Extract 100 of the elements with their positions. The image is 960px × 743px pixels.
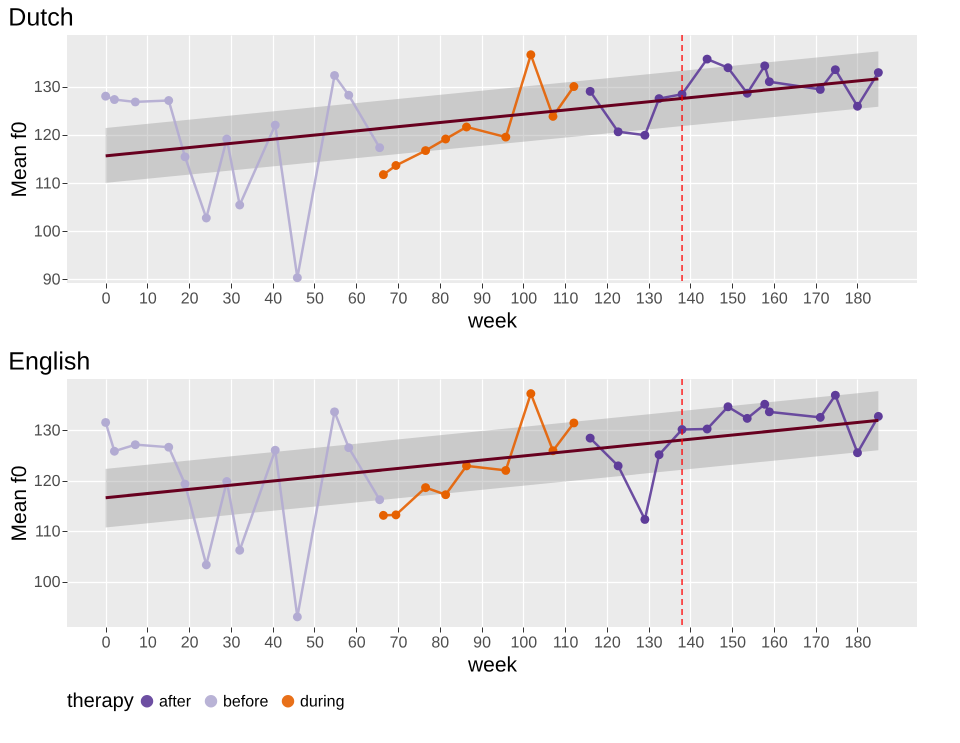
point (526, 389, 536, 398)
y-tick-label: 110 (34, 175, 61, 192)
point (654, 450, 664, 460)
x-axis-title: week (466, 310, 518, 332)
legend-title: therapy (67, 690, 134, 712)
x-tick-label: 80 (431, 290, 450, 308)
point (292, 612, 302, 622)
x-tick-label: 30 (222, 290, 240, 308)
x-tick-label: 140 (678, 290, 704, 308)
point (640, 514, 650, 524)
x-tick-label: 20 (180, 290, 199, 308)
point (202, 560, 211, 570)
x-tick-label: 110 (552, 290, 578, 308)
point (702, 424, 712, 434)
point (760, 400, 770, 409)
point (110, 446, 119, 456)
x-tick-label: 10 (139, 634, 157, 652)
x-tick-label: 150 (719, 290, 746, 308)
legend-label: before (223, 693, 268, 710)
point (235, 200, 244, 210)
x-tick-label: 60 (348, 290, 366, 308)
point (874, 68, 883, 78)
point (164, 96, 174, 105)
x-tick-label: 140 (678, 634, 704, 652)
point (421, 483, 430, 492)
x-tick-label: 110 (552, 634, 578, 652)
point (586, 434, 595, 443)
y-tick-label: 90 (42, 272, 61, 289)
x-tick-label: 50 (306, 290, 324, 308)
x-tick-label: 130 (636, 290, 663, 308)
point (569, 418, 578, 428)
point (202, 214, 211, 222)
point (764, 77, 774, 86)
x-tick-label: 10 (139, 290, 157, 308)
point (462, 122, 471, 132)
x-tick-label: 120 (594, 634, 621, 652)
y-tick-label: 100 (34, 223, 61, 240)
point (501, 132, 510, 142)
x-tick-label: 160 (761, 290, 788, 308)
point (292, 273, 302, 282)
point (421, 146, 430, 156)
x-tick-label: 0 (102, 290, 111, 308)
point (110, 95, 119, 104)
point (853, 102, 862, 111)
x-tick-label: 180 (844, 634, 872, 652)
point (764, 407, 774, 416)
point (391, 510, 400, 520)
point (344, 443, 354, 452)
point (548, 112, 558, 121)
point (130, 440, 140, 450)
point (378, 170, 388, 180)
point (130, 97, 140, 106)
point (586, 86, 595, 96)
x-tick-label: 100 (510, 634, 538, 652)
point (375, 495, 384, 504)
point (830, 390, 840, 400)
x-tick-label: 90 (473, 290, 492, 308)
x-tick-label: 30 (222, 634, 240, 652)
point (874, 412, 883, 421)
x-tick-label: 120 (594, 290, 621, 308)
point (344, 90, 354, 100)
y-tick-label: 130 (34, 422, 61, 440)
point (180, 480, 190, 489)
y-axis-title: Mean f0 (8, 122, 31, 198)
legend-label: after (159, 693, 192, 710)
y-tick-label: 110 (34, 524, 61, 541)
chart-title: English (8, 347, 90, 376)
point (724, 402, 732, 412)
x-tick-label: 40 (264, 634, 282, 652)
legend-label: during (300, 693, 344, 710)
point (742, 414, 752, 423)
point (330, 70, 340, 80)
chart-title: Dutch (8, 3, 74, 32)
x-tick-label: 90 (473, 634, 492, 652)
point (391, 161, 400, 170)
point (724, 63, 732, 72)
point (270, 120, 280, 130)
point (830, 65, 840, 74)
point (526, 50, 536, 60)
point (501, 466, 510, 475)
point (101, 92, 110, 101)
x-tick-label: 170 (802, 634, 830, 652)
x-tick-label: 100 (510, 290, 538, 308)
x-tick-label: 0 (102, 634, 111, 652)
point (702, 54, 712, 64)
point (760, 61, 770, 70)
point (569, 82, 578, 91)
point (180, 152, 190, 162)
point (378, 510, 388, 520)
x-tick-label: 180 (844, 290, 872, 308)
point (640, 130, 650, 140)
point (441, 134, 450, 144)
point (441, 490, 450, 500)
y-tick-label: 100 (34, 574, 61, 592)
y-axis-title: Mean f0 (8, 466, 31, 542)
x-tick-label: 80 (431, 634, 450, 652)
x-tick-label: 70 (390, 290, 408, 308)
point (164, 442, 174, 452)
point (101, 418, 110, 427)
point (330, 407, 340, 416)
